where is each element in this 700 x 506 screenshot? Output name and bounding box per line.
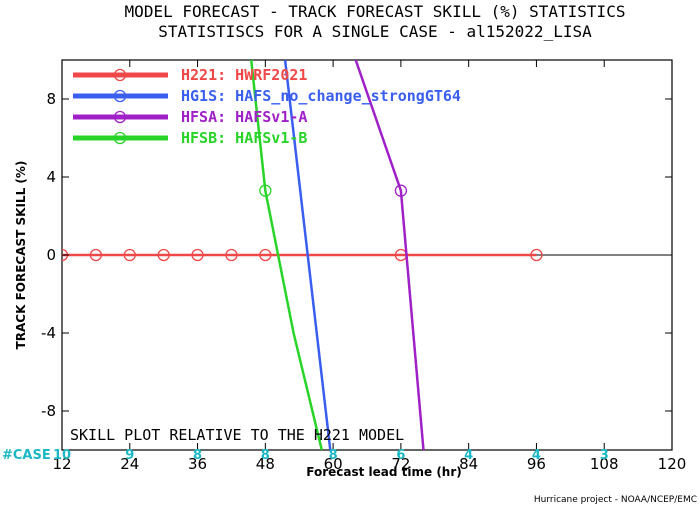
x-tick-label: 108 xyxy=(590,455,619,473)
x-tick-label: 24 xyxy=(120,455,139,473)
chart-title: MODEL FORECAST - TRACK FORECAST SKILL (%… xyxy=(125,2,626,21)
series-point-hfsa xyxy=(394,184,408,197)
series-point-h221 xyxy=(530,248,543,262)
case-count: 3 xyxy=(600,448,609,463)
series-point-h221 xyxy=(89,248,103,262)
series-point-h221 xyxy=(191,248,204,262)
y-tick-label: -4 xyxy=(41,324,56,342)
case-count: 8 xyxy=(261,448,270,463)
y-tick-label: 4 xyxy=(46,168,56,186)
y-tick-label: -8 xyxy=(41,402,56,420)
y-tick-label: 8 xyxy=(46,90,56,108)
legend-label: H221: HWRF2021 xyxy=(181,66,307,84)
skill-annotation: SKILL PLOT RELATIVE TO THE H221 MODEL xyxy=(70,426,404,444)
series-point-h221 xyxy=(225,248,238,262)
x-tick-label: 12 xyxy=(52,455,71,473)
case-count: 8 xyxy=(193,448,202,463)
legend-label: HG1S: HAFS_no_change_strongGT64 xyxy=(181,87,461,105)
legend-marker xyxy=(113,68,127,82)
series-line-hfsa xyxy=(354,60,425,450)
x-tick-label: 96 xyxy=(527,455,546,473)
y-axis-label: TRACK FORECAST SKILL (%) xyxy=(14,161,28,350)
series-point-h221 xyxy=(259,248,272,262)
series-point-h221 xyxy=(157,248,170,262)
legend-marker xyxy=(113,89,127,103)
credit-text: Hurricane project - NOAA/NCEP/EMC xyxy=(534,495,697,505)
legend-marker xyxy=(113,110,127,124)
series-line-hg1s xyxy=(283,60,332,450)
legend: H221: HWRF2021 HG1S: HAFS_no_change_stron… xyxy=(73,66,461,147)
series-group xyxy=(62,60,543,450)
series-line-hfsb xyxy=(249,60,324,450)
x-tick-label: 48 xyxy=(256,455,275,473)
x-tick-label: 36 xyxy=(188,455,207,473)
chart-subtitle: STATISTISCS FOR A SINGLE CASE - al152022… xyxy=(158,22,592,41)
legend-label: HFSA: HAFSv1-A xyxy=(181,108,307,126)
x-axis-label: Forecast lead time (hr) xyxy=(306,465,462,479)
case-count: 4 xyxy=(464,448,473,463)
y-tick-label: 0 xyxy=(46,246,56,264)
case-count: 8 xyxy=(329,448,338,463)
case-counts: 10 9 8 8 8 6 4 4 3 xyxy=(53,448,609,463)
x-tick-label: 84 xyxy=(459,455,478,473)
case-count: 9 xyxy=(125,448,134,463)
x-tick-label: 60 xyxy=(324,455,343,473)
legend-marker xyxy=(113,131,127,145)
x-tick-label: 120 xyxy=(658,455,687,473)
case-count: 10 xyxy=(53,448,71,463)
series-point-hfsb xyxy=(259,184,272,197)
case-count: 6 xyxy=(396,448,405,463)
case-count: 4 xyxy=(532,448,541,463)
x-tick-label: 72 xyxy=(391,455,410,473)
case-label: #CASE xyxy=(2,448,51,463)
legend-label: HFSB: HAFSv1-B xyxy=(181,129,307,147)
series-point-h221 xyxy=(123,248,136,262)
